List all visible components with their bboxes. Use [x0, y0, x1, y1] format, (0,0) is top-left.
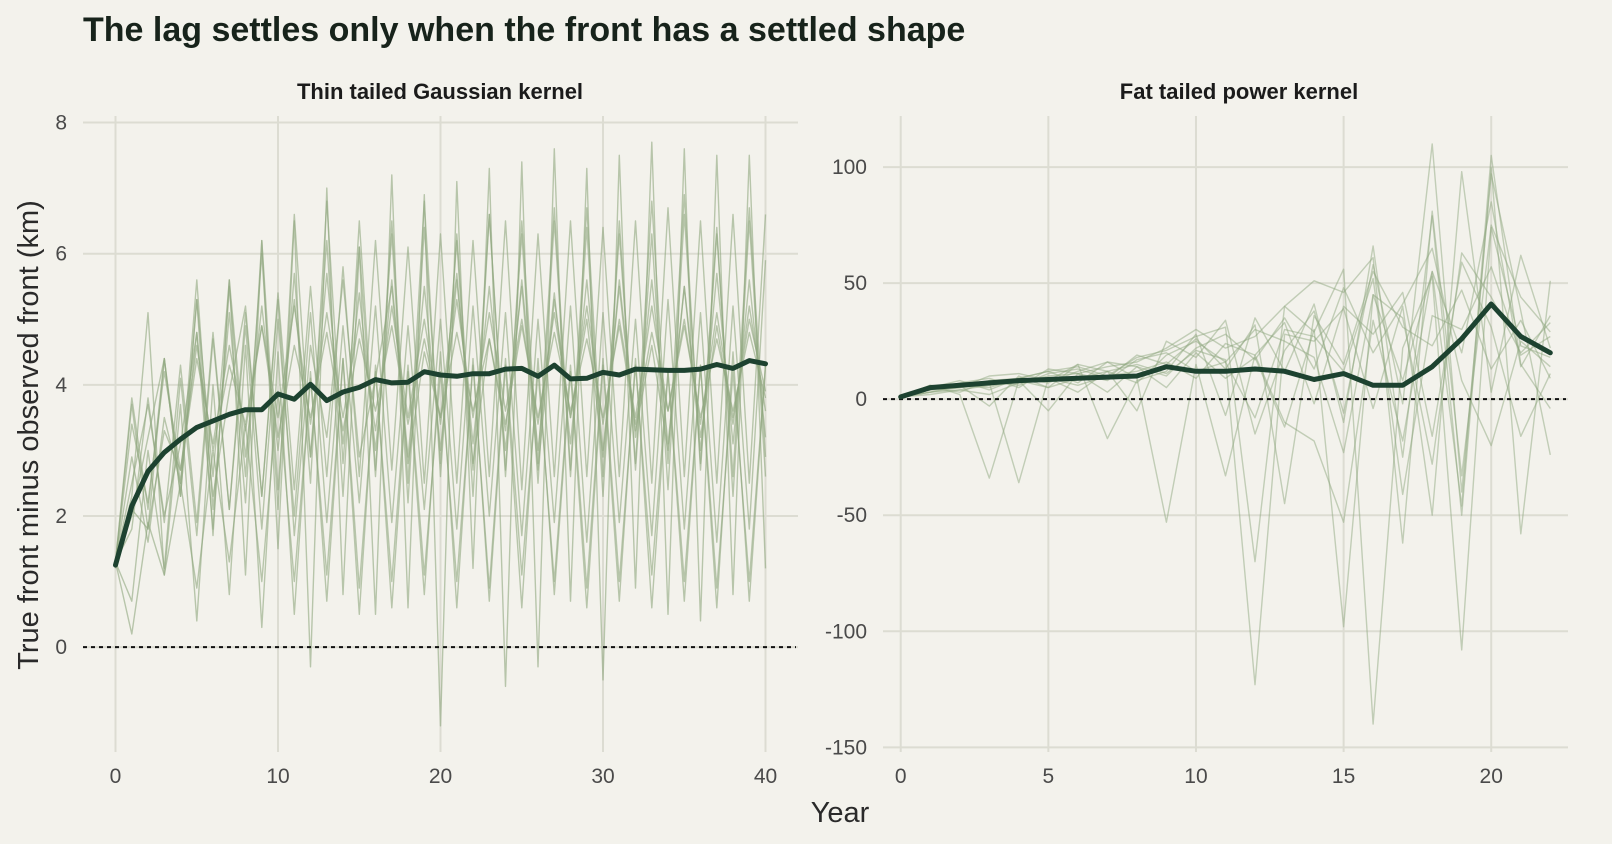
power-x-tick-label: 10 — [1184, 765, 1207, 788]
gaussian-run-line-5 — [114, 260, 767, 602]
power-y-tick-label: 50 — [844, 272, 867, 295]
gaussian-y-tick-label: 6 — [55, 243, 67, 266]
gaussian-x-tick-label: 20 — [429, 765, 452, 788]
power-x-tick-label: 0 — [895, 765, 907, 788]
gaussian-run-line-9 — [114, 213, 767, 563]
gaussian-mean-line — [113, 358, 768, 568]
gaussian-run-line-2 — [114, 272, 767, 562]
gaussian-run-line-10 — [114, 325, 767, 562]
power-run-line-2 — [900, 143, 1551, 493]
gaussian-y-tick-label: 0 — [55, 636, 67, 659]
gaussian-x-ticks: 0 10 20 30 40 — [110, 765, 778, 788]
gaussian-y-tick-label: 2 — [55, 505, 67, 528]
power-mean-trace — [898, 301, 1553, 400]
gaussian-y-tick-label: 8 — [55, 112, 67, 135]
power-y-tick-label: 100 — [832, 156, 867, 179]
gaussian-x-tick-label: 0 — [110, 765, 122, 788]
panel-title-gaussian: Thin tailed Gaussian kernel — [297, 79, 583, 104]
chart-title: The lag settles only when the front has … — [83, 11, 965, 49]
gaussian-run-lines — [114, 141, 767, 727]
gaussian-run-line-3 — [114, 298, 767, 569]
power-y-tick-label: -100 — [825, 620, 867, 643]
power-mean-line — [898, 301, 1553, 400]
gaussian-mean-trace — [113, 358, 768, 568]
x-axis-title: Year — [811, 797, 870, 829]
power-x-tick-label: 20 — [1480, 765, 1503, 788]
panel-gaussian: Thin tailed Gaussian kernel 0 10 20 30 40 0 2… — [55, 79, 798, 788]
panel-title-power: Fat tailed power kernel — [1120, 79, 1358, 104]
power-y-tick-label: -50 — [837, 504, 867, 527]
gaussian-run-line-7 — [114, 312, 767, 629]
gaussian-x-tick-label: 30 — [591, 765, 614, 788]
power-x-tick-label: 15 — [1332, 765, 1355, 788]
gaussian-x-tick-label: 40 — [754, 765, 777, 788]
power-run-line-7 — [900, 261, 1551, 437]
gaussian-x-tick-label: 10 — [266, 765, 289, 788]
power-x-tick-label: 5 — [1043, 765, 1055, 788]
y-axis-title: True front minus observed front (km) — [13, 200, 45, 670]
power-y-ticks: -150 -100 -50 0 50 100 — [825, 156, 867, 759]
gaussian-y-ticks: 0 2 4 6 8 — [55, 112, 67, 660]
power-run-line-9 — [900, 266, 1551, 496]
gaussian-y-tick-label: 4 — [55, 374, 67, 397]
power-y-tick-label: -150 — [825, 736, 867, 759]
power-y-tick-label: 0 — [855, 388, 867, 411]
panel-power: Fat tailed power kernel 0 5 10 15 20 -150 -10… — [825, 79, 1568, 788]
power-x-ticks: 0 5 10 15 20 — [895, 765, 1503, 788]
